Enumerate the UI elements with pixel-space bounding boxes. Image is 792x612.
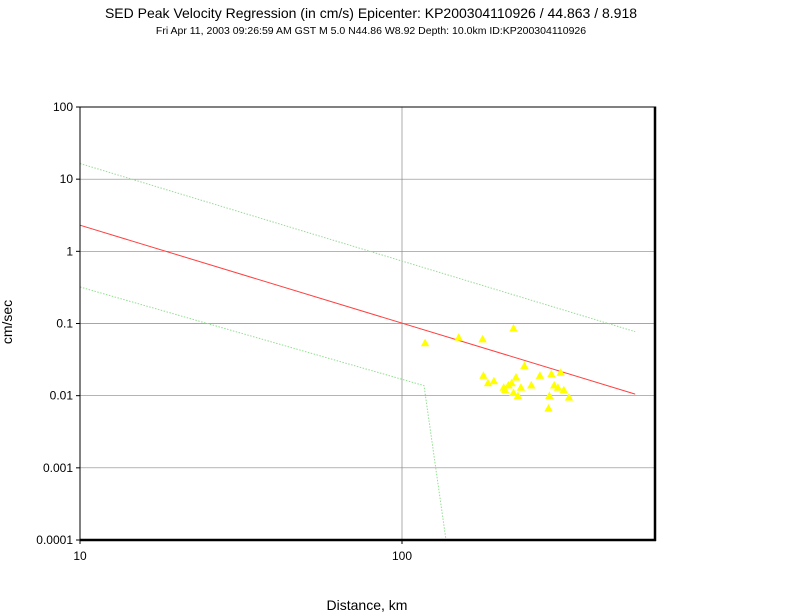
- y-tick-label: 0.01: [50, 389, 74, 403]
- data-point: [479, 371, 488, 379]
- data-point: [507, 378, 516, 387]
- data-point: [454, 333, 463, 341]
- data-point: [513, 391, 523, 399]
- upper-bound-line: [79, 163, 636, 333]
- chart-subtitle: Fri Apr 11, 2003 09:26:59 AM GST M 5.0 N…: [155, 25, 587, 37]
- data-point: [516, 383, 526, 391]
- data-point: [545, 391, 554, 399]
- data-point: [489, 376, 499, 385]
- y-tick-label: 1: [66, 244, 73, 258]
- data-point: [553, 383, 563, 391]
- grid-lines: [80, 107, 655, 540]
- y-tick-label: 0.1: [56, 317, 73, 331]
- y-tick-label: 0.0001: [36, 533, 73, 547]
- data-point: [509, 388, 518, 396]
- chart-title: SED Peak Velocity Regression (in cm/s) E…: [104, 5, 638, 21]
- data-point: [483, 378, 493, 387]
- data-points: [420, 324, 574, 412]
- y-axis-title: cm/sec: [0, 300, 15, 344]
- data-point: [556, 368, 565, 376]
- y-tick-label: 0.001: [43, 461, 73, 475]
- data-point: [559, 385, 568, 394]
- data-point: [535, 371, 545, 379]
- data-point: [420, 338, 430, 347]
- data-point: [547, 369, 556, 378]
- x-tick-label: 10: [73, 549, 87, 563]
- y-tick-label: 100: [53, 100, 73, 114]
- data-point: [511, 373, 521, 381]
- x-axis-title: Distance, km: [327, 597, 408, 612]
- data-point: [520, 361, 529, 370]
- y-tick-label: 10: [60, 172, 74, 186]
- data-point: [527, 380, 536, 389]
- lower-bound-line: [79, 286, 447, 541]
- x-tick-label: 100: [392, 549, 412, 563]
- data-point: [500, 385, 510, 394]
- series-layer: [79, 163, 636, 541]
- plot-frame: [76, 106, 657, 544]
- data-point: [509, 324, 518, 332]
- data-point: [478, 334, 487, 343]
- data-point: [544, 404, 553, 412]
- regression-line: [79, 224, 636, 395]
- data-point: [564, 393, 574, 401]
